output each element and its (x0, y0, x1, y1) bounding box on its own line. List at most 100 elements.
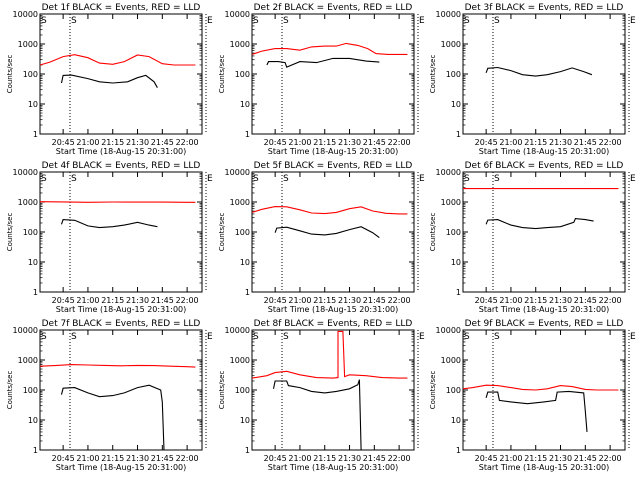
x-tick-label: 21:30 (338, 138, 361, 147)
plot-frame (39, 329, 203, 451)
y-tick-label: 1 (456, 446, 461, 455)
end-marker-label: E (630, 16, 636, 26)
start-marker-label: S (283, 332, 289, 342)
x-axis-label: Start Time (18-Aug-15 20:31:00) (268, 147, 399, 156)
end-marker-label: E (419, 174, 425, 184)
y-tick-label: 100 (446, 70, 461, 79)
y-tick-label: 10 (28, 258, 38, 267)
x-axis-label: Start Time (18-Aug-15 20:31:00) (479, 147, 610, 156)
end-marker-label: E (419, 332, 425, 342)
x-tick-label: 22:00 (388, 138, 411, 147)
y-axis-label: Counts/sec (218, 213, 226, 252)
x-axis-label: Start Time (18-Aug-15 20:31:00) (479, 305, 610, 314)
x-tick-label: 21:00 (499, 138, 522, 147)
y-tick-label: 1000 (18, 356, 38, 365)
x-tick-label: 21:30 (126, 454, 149, 463)
plot-frame (39, 171, 203, 293)
y-tick-label: 1000 (18, 40, 38, 49)
x-tick-label: 22:00 (599, 454, 622, 463)
plot-frame (251, 329, 415, 451)
x-tick-label: 21:00 (76, 138, 99, 147)
y-tick-label: 1000 (441, 40, 461, 49)
y-tick-label: 10 (240, 100, 250, 109)
y-tick-label: 10 (240, 258, 250, 267)
y-tick-label: 100 (23, 70, 38, 79)
corner-marker-label: S (253, 174, 259, 184)
x-tick-label: 22:00 (388, 454, 411, 463)
chart-title: Det 4f BLACK = Events, RED = LLD (42, 161, 201, 171)
x-tick-label: 21:15 (524, 296, 547, 305)
corner-marker-label: S (464, 16, 470, 26)
start-marker-label: S (71, 174, 77, 184)
plot-frame (39, 13, 203, 135)
chart-panel-2: Det 2f BLACK = Events, RED = LLD 1 10 100 10… (218, 3, 425, 156)
x-axis-label: Start Time (18-Aug-15 20:31:00) (56, 147, 187, 156)
x-tick-label: 21:00 (76, 454, 99, 463)
plot-frame (251, 171, 415, 293)
end-marker-label: E (630, 332, 636, 342)
x-tick-label: 21:30 (549, 296, 572, 305)
y-tick-label: 1 (33, 446, 38, 455)
y-tick-label: 1000 (230, 198, 250, 207)
x-tick-label: 20:45 (475, 138, 498, 147)
start-marker-label: S (494, 16, 500, 26)
series-line-events (266, 57, 380, 68)
y-tick-label: 1000 (230, 40, 250, 49)
chart-title: Det 3f BLACK = Events, RED = LLD (465, 3, 624, 13)
chart-title: Det 5f BLACK = Events, RED = LLD (254, 161, 413, 171)
y-tick-label: 100 (23, 386, 38, 395)
y-tick-label: 100 (23, 228, 38, 237)
x-tick-label: 21:00 (499, 454, 522, 463)
end-marker-label: E (419, 16, 425, 26)
y-tick-label: 10000 (13, 168, 38, 177)
x-tick-label: 21:00 (288, 296, 311, 305)
series-line-events (60, 219, 158, 229)
y-axis-label: Counts/sec (218, 55, 226, 94)
y-tick-label: 10000 (436, 10, 461, 19)
y-tick-label: 100 (235, 228, 250, 237)
chart-title: Det 9f BLACK = Events, RED = LLD (465, 319, 624, 329)
y-axis-label: Counts/sec (6, 55, 14, 94)
y-tick-label: 100 (235, 70, 250, 79)
x-tick-label: 21:00 (76, 296, 99, 305)
end-marker-label: E (630, 174, 636, 184)
series-line-events (272, 379, 363, 451)
y-tick-label: 1 (456, 288, 461, 297)
chart-panel-1: Det 1f BLACK = Events, RED = LLD 1 10 100 10… (6, 3, 213, 156)
series-line-events (60, 384, 165, 451)
series-line-lld (39, 201, 196, 203)
y-tick-label: 10 (240, 416, 250, 425)
y-tick-label: 10 (451, 258, 461, 267)
corner-marker-label: S (464, 332, 470, 342)
y-tick-label: 1 (245, 288, 250, 297)
x-tick-label: 20:45 (264, 138, 287, 147)
x-tick-label: 21:45 (574, 454, 597, 463)
end-marker-label: E (207, 16, 213, 26)
series-line-lld (251, 206, 408, 215)
x-axis-label: Start Time (18-Aug-15 20:31:00) (479, 463, 610, 472)
x-tick-label: 21:00 (499, 296, 522, 305)
series-line-lld (462, 384, 619, 391)
series-line-lld (251, 330, 408, 379)
chart-panel-8: Det 8f BLACK = Events, RED = LLD 1 10 100 10… (218, 319, 425, 472)
chart-title: Det 6f BLACK = Events, RED = LLD (465, 161, 624, 171)
chart-panel-9: Det 9f BLACK = Events, RED = LLD 1 10 100 10… (429, 319, 636, 472)
x-tick-label: 21:30 (338, 454, 361, 463)
x-tick-label: 22:00 (599, 138, 622, 147)
chart-title: Det 7f BLACK = Events, RED = LLD (42, 319, 201, 329)
x-axis-label: Start Time (18-Aug-15 20:31:00) (56, 305, 187, 314)
y-tick-label: 100 (446, 228, 461, 237)
series-line-events (274, 226, 380, 239)
x-tick-label: 20:45 (264, 296, 287, 305)
x-tick-label: 22:00 (599, 296, 622, 305)
y-tick-label: 1 (245, 130, 250, 139)
series-line-events (485, 390, 588, 432)
x-tick-label: 20:45 (264, 454, 287, 463)
y-axis-label: Counts/sec (429, 213, 437, 252)
y-tick-label: 100 (235, 386, 250, 395)
y-tick-label: 10 (28, 100, 38, 109)
x-tick-label: 20:45 (52, 454, 75, 463)
series-line-lld (39, 364, 196, 368)
x-axis-label: Start Time (18-Aug-15 20:31:00) (56, 463, 187, 472)
